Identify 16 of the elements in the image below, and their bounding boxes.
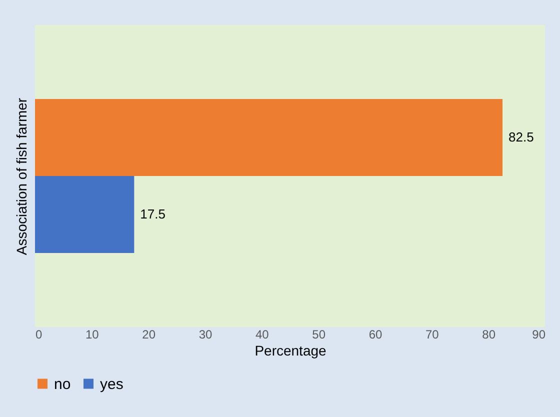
x-tick-label: 60 [368, 328, 382, 342]
x-tick-label: 90 [532, 328, 546, 342]
data-label: 82.5 [508, 129, 534, 144]
data-label: 17.5 [140, 206, 166, 222]
x-tick-label: 40 [255, 328, 270, 342]
x-tick-label: 70 [425, 328, 440, 342]
x-tick-label: 10 [85, 328, 100, 342]
legend-label: yes [100, 376, 124, 393]
x-axis-title: Percentage [254, 342, 327, 358]
x-tick-label: 80 [482, 328, 496, 342]
x-tick-label: 20 [142, 328, 156, 342]
legend-label: no [54, 376, 71, 393]
x-tick-label: 0 [36, 328, 42, 342]
y-axis-title: Association of fish farmer [14, 98, 30, 256]
x-tick-label: 50 [312, 328, 326, 342]
x-tick-label: 30 [198, 328, 212, 342]
